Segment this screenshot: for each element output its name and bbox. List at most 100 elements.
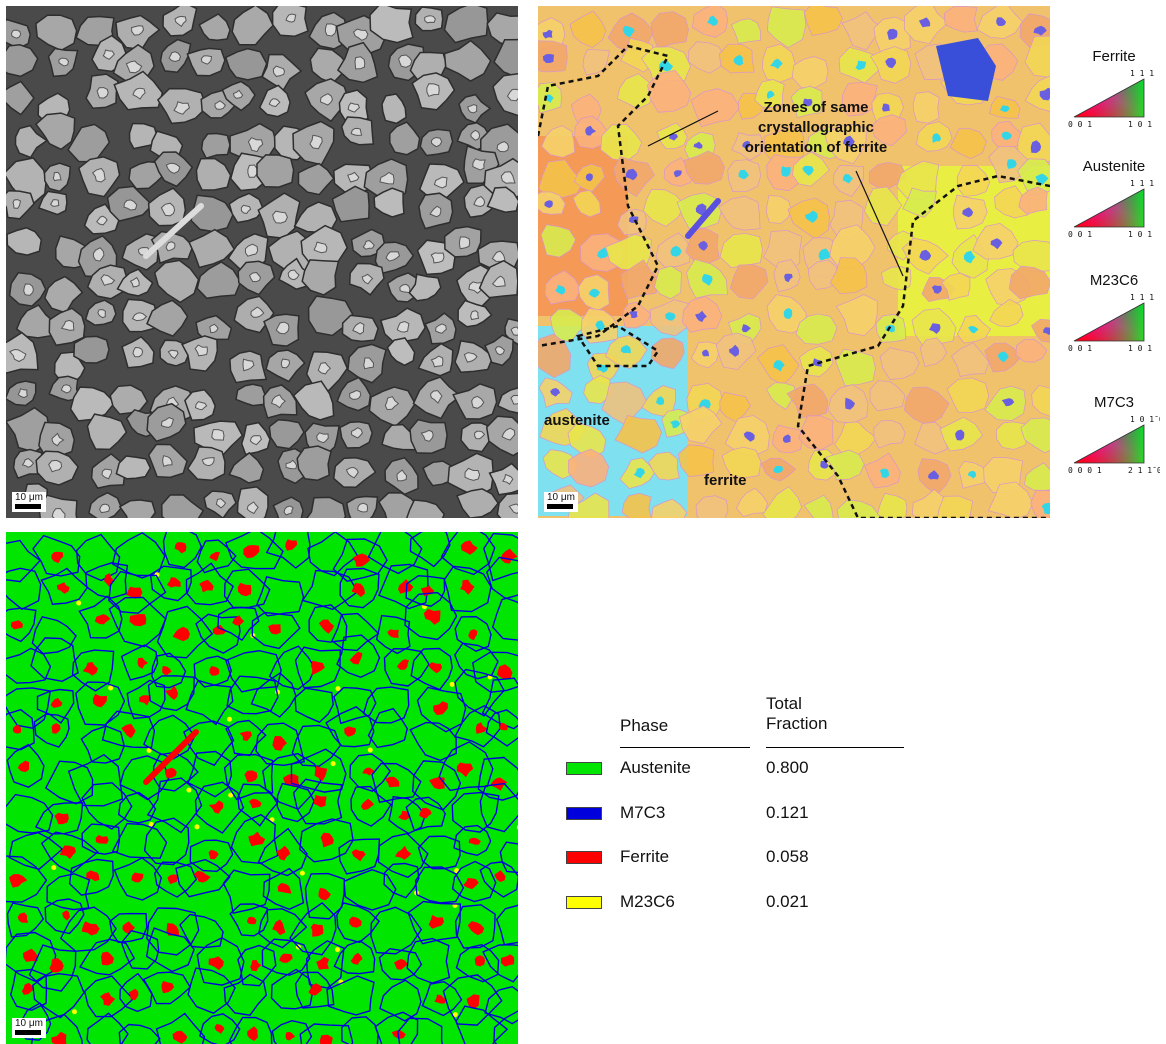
- sem-ferrite-island: [350, 127, 363, 136]
- ipf-island: [997, 351, 1009, 363]
- sem-ferrite-island: [316, 432, 329, 444]
- phase-ferrite-island: [56, 582, 70, 594]
- phase-m7c3-boundary: [6, 793, 54, 834]
- ipf-blue-grain: [936, 38, 996, 101]
- ipf-island: [929, 323, 941, 334]
- sem-ferrite-island: [250, 306, 265, 318]
- phase-ferrite-island: [82, 662, 98, 676]
- sem-ferrite-island: [272, 210, 288, 224]
- phase-fraction: 0.021: [766, 892, 809, 911]
- phase-m7c3-boundary: [237, 944, 277, 987]
- sem-ferrite-island: [396, 469, 408, 482]
- sem-grain: [306, 496, 347, 518]
- sem-ferrite-island: [97, 309, 106, 319]
- phase-m7c3-boundary: [258, 908, 308, 949]
- phase-ferrite-island: [456, 762, 474, 778]
- sem-ferrite-island: [496, 141, 510, 153]
- scale-bar-line: [15, 504, 41, 509]
- phase-m7c3-boundary: [455, 943, 500, 983]
- phase-m7c3-boundary: [223, 753, 274, 801]
- phase-ferrite-island: [352, 553, 371, 567]
- phase-m7c3-boundary: [262, 867, 305, 911]
- ipf-island: [781, 166, 791, 177]
- phase-m23c6-particle: [194, 824, 200, 830]
- sem-ferrite-island: [60, 384, 72, 394]
- phase-m7c3-boundary: [265, 532, 311, 569]
- phase-ferrite-island: [349, 651, 363, 665]
- phase-ferrite-island: [285, 1031, 296, 1041]
- phase-ferrite-island: [129, 614, 147, 627]
- ipf-grain: [730, 18, 762, 44]
- phase-name: M23C6: [620, 892, 675, 911]
- phase-ferrite-island: [429, 777, 445, 790]
- ipf-island: [843, 135, 855, 147]
- phase-m7c3-boundary: [145, 927, 195, 973]
- ipf-triangle-label: 1 0 1̄ 0: [1130, 415, 1160, 424]
- sem-grain: [153, 259, 200, 304]
- annotation-zones-line-2: crystallographic: [758, 119, 874, 136]
- sem-ferrite-island: [430, 355, 444, 368]
- phase-m23c6-particle: [516, 825, 518, 830]
- ipf-island: [668, 133, 678, 141]
- phase-m7c3-boundary: [40, 831, 99, 874]
- ipf-island: [695, 310, 707, 323]
- phase-ferrite-island: [396, 659, 409, 670]
- ipf-island: [656, 396, 665, 405]
- phase-name: M7C3: [620, 803, 666, 822]
- sem-grain: [38, 494, 78, 518]
- phase-ferrite-island: [316, 956, 330, 970]
- sem-grain: [224, 47, 268, 81]
- phase-m7c3-boundary: [6, 647, 52, 684]
- phase-m7c3-boundary: [185, 679, 234, 726]
- sem-ferrite-island: [399, 283, 411, 294]
- phase-m23c6-particle: [228, 792, 234, 798]
- ipf-island: [545, 94, 554, 103]
- phase-m7c3-boundary: [491, 594, 518, 641]
- sem-ferrite-island: [474, 430, 486, 440]
- phase-m7c3-boundary: [81, 782, 133, 830]
- ipf-key-austenite: Austenite 1 1 1 0 0 1 1 0 1: [1062, 158, 1166, 239]
- phase-m7c3-boundary: [374, 1011, 419, 1044]
- phase-ferrite-island: [468, 629, 478, 641]
- phase-m7c3-boundary: [142, 971, 192, 1005]
- ipf-island: [879, 468, 890, 478]
- sem-ferrite-island: [468, 281, 485, 294]
- ipf-grain: [621, 492, 652, 518]
- phase-ferrite-island: [433, 701, 448, 716]
- sem-ferrite-island: [160, 417, 175, 428]
- phase-m7c3-boundary: [362, 686, 410, 724]
- ipf-grain: [690, 88, 741, 128]
- phase-m7c3-boundary: [336, 902, 381, 944]
- phase-m7c3-boundary: [81, 823, 121, 855]
- ipf-island: [585, 173, 593, 182]
- ipf-key-title: M23C6: [1089, 272, 1139, 289]
- phase-m7c3-boundary: [417, 835, 461, 870]
- sem-ferrite-island: [215, 498, 227, 509]
- ipf-grain: [791, 56, 829, 89]
- sem-ferrite-island: [309, 134, 323, 150]
- phase-m7c3-boundary: [6, 902, 45, 938]
- sem-ferrite-island: [470, 129, 481, 141]
- ipf-grain: [870, 114, 908, 147]
- sem-ferrite-island: [242, 358, 255, 372]
- phase-m7c3-boundary: [406, 937, 451, 984]
- ipf-island: [555, 284, 566, 295]
- ipf-grain: [1023, 462, 1050, 492]
- phase-m23c6-particle: [226, 716, 232, 722]
- phase-ferrite-island: [22, 948, 38, 962]
- scale-bar-label: 10 μm: [547, 492, 575, 503]
- phase-ferrite-island: [498, 722, 508, 731]
- ipf-elongated-ferrite: [685, 198, 721, 239]
- phase-m7c3-boundary: [256, 575, 305, 617]
- ipf-island: [855, 60, 867, 71]
- phase-ferrite-island: [162, 666, 172, 676]
- sem-ferrite-island: [11, 29, 22, 39]
- phase-m7c3-boundary: [228, 1016, 273, 1044]
- phase-m7c3-boundary: [383, 647, 430, 687]
- sem-grain: [188, 228, 236, 269]
- phase-ferrite-island: [101, 951, 114, 966]
- sem-grain: [405, 499, 446, 518]
- phase-m7c3-boundary: [333, 686, 377, 725]
- phase-m7c3-boundary: [143, 714, 196, 760]
- phase-m7c3-boundary: [226, 675, 279, 715]
